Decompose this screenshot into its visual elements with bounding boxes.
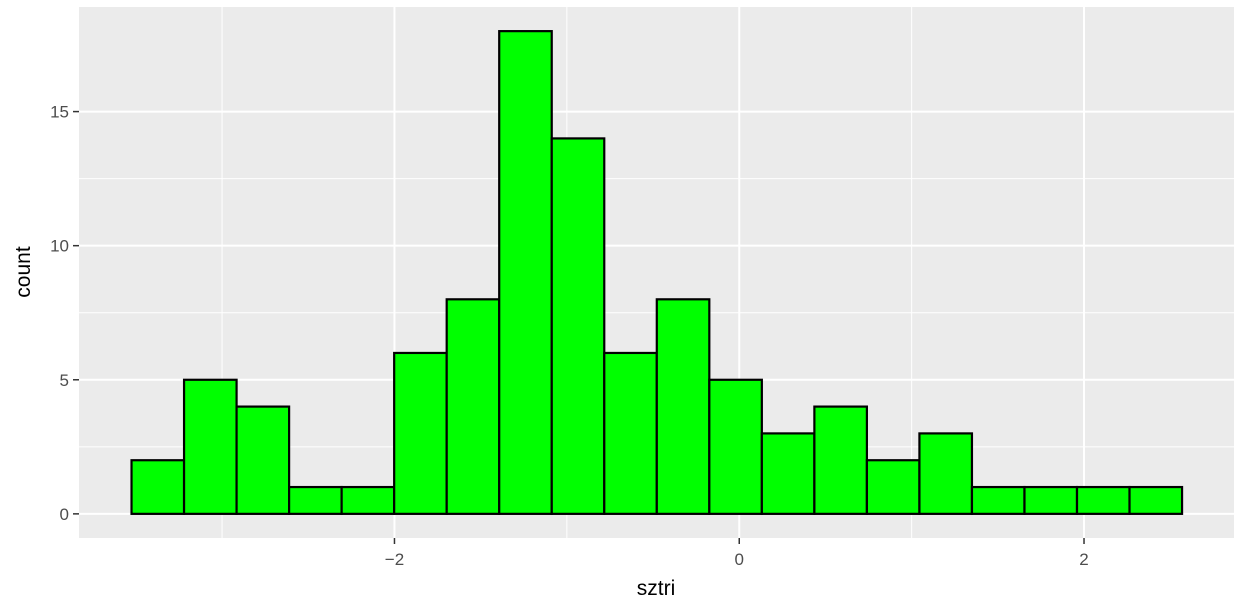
y-tick-label: 15 [50,103,69,122]
y-axis-title: count [12,246,35,298]
histogram-bar [1075,485,1131,515]
histogram-bar [813,405,868,515]
histogram-bar [182,378,238,515]
y-tick-label: 0 [60,505,69,524]
histogram-bar [708,378,763,515]
histogram-bar [445,298,501,515]
histogram-bar [550,137,606,515]
y-tick-label: 5 [60,371,69,390]
histogram-bar [918,432,974,515]
histogram-bar [760,432,816,515]
histogram-bar [235,405,291,515]
histogram-bars [130,30,1184,515]
x-tick-label: −2 [385,550,404,569]
y-tick-label: 10 [50,237,69,256]
histogram-bar [970,485,1026,515]
histogram-bar [1023,485,1079,515]
x-tick-label: 0 [735,550,744,569]
histogram-bar [498,30,553,515]
y-axis: 0 5 10 15 [50,103,79,524]
x-tick-label: 2 [1079,550,1088,569]
histogram-bar [130,459,186,515]
histogram-bar [655,298,711,515]
histogram-bar [393,351,448,515]
histogram-bar [1128,485,1184,515]
histogram-bar [288,485,343,515]
histogram-bar [603,351,658,515]
histogram-bar [865,459,921,515]
histogram-bar [340,485,396,515]
x-axis: −2 0 2 [385,538,1089,569]
x-axis-title: sztri [637,577,676,600]
